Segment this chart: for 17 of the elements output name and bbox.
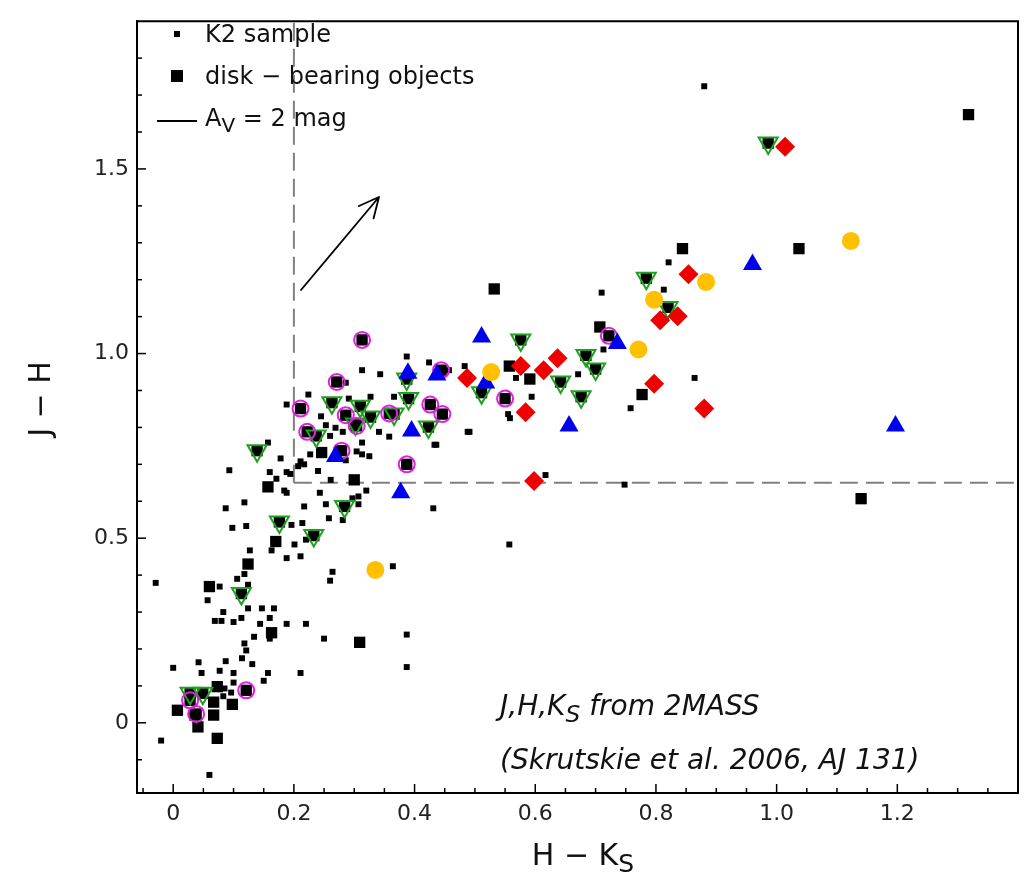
x-tick-label: 0.4 [397, 799, 433, 825]
x-tick-label: 0 [166, 799, 181, 825]
annotation: A$_{V}$ = 2 mag [205, 103, 347, 139]
legend-label: disk − bearing objects [205, 61, 475, 92]
x-tick-label: 1.2 [879, 799, 915, 825]
legend-label: K2 sample [205, 19, 331, 50]
x-tick-label: 0.6 [517, 799, 553, 825]
y-tick-label: 0 [115, 708, 129, 734]
x-axis-title: H − K$_{S}$ [530, 837, 636, 878]
x-tick-label: 0.2 [276, 799, 312, 825]
x-tick-label: 0.8 [638, 799, 674, 825]
y-tick-label: 1.0 [94, 339, 129, 365]
annotation: (Skrutskie et al. 2006, AJ 131) [500, 741, 920, 778]
y-tick-label: 0.5 [94, 523, 129, 549]
x-tick-label: 1.0 [759, 799, 795, 825]
y-axis-title: J − H [21, 360, 58, 441]
y-tick-label: 1.5 [94, 154, 129, 180]
